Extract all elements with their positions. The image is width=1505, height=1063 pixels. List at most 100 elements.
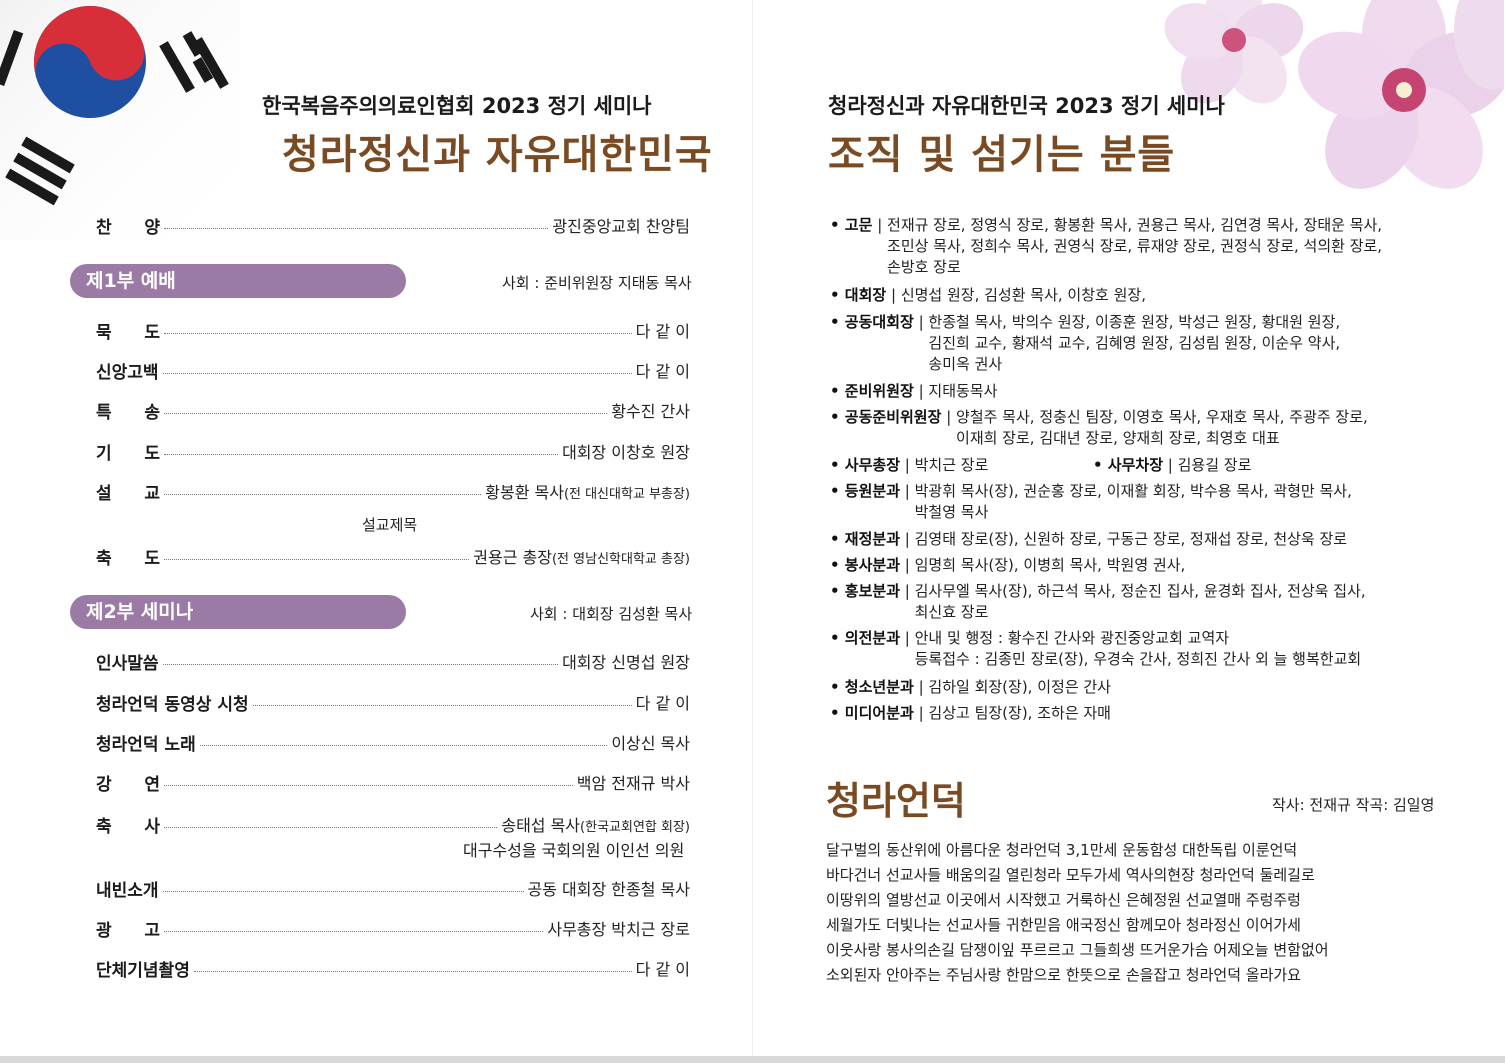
page-fold: [752, 0, 753, 1063]
part1-heading: 제1부 예배: [70, 264, 406, 298]
program-value: 권용근 총장(전 영남신학대학교 총장): [473, 544, 690, 568]
staff-names: 김사무엘 목사(장), 하근석 목사, 정순진 집사, 윤경화 집사, 전상욱 …: [914, 582, 1366, 600]
leader-dots: [164, 412, 608, 414]
program-value-text: 다 같 이: [635, 362, 690, 381]
staff-names-continued: 이재희 장로, 김대년 장로, 양재희 장로, 최영호 대표: [956, 429, 1280, 447]
program-value-text: 대회장 신명섭 원장: [562, 653, 690, 672]
leader-dots: [164, 493, 482, 495]
staff-separator: |: [886, 286, 901, 304]
program-value-text: 다 같 이: [635, 694, 690, 713]
staff-label: • 등원분과: [830, 482, 901, 500]
leader-dots: [162, 890, 524, 892]
staff-label: • 재정분과: [830, 530, 901, 548]
staff-names: 김용길 장로: [1177, 456, 1252, 474]
staff-entry: • 봉사분과 | 임명희 목사(장), 이병희 목사, 박원영 권사,: [830, 555, 1185, 576]
program-value: 다 같 이: [636, 358, 690, 382]
staff-names: 신명섭 원장, 김성환 목사, 이창호 원장,: [900, 286, 1146, 304]
song-credit: 작사: 전재규 작곡: 김일영: [1272, 796, 1435, 814]
staff-entry: • 공동대회장 | 한종철 목사, 박의수 원장, 이종훈 원장, 박성근 원장…: [830, 312, 1340, 333]
program-row: 신앙고백 다 같 이: [96, 357, 690, 383]
program-value: 백암 전재규 박사: [577, 770, 690, 794]
staff-separator: |: [913, 382, 929, 400]
staff-separator: |: [913, 313, 929, 331]
leader-dots: [164, 332, 632, 334]
staff-label: • 청소년분과: [830, 678, 914, 696]
staff-entry: • 공동준비위원장 | 양철주 목사, 정충신 팀장, 이영호 목사, 우재호 …: [830, 407, 1368, 428]
program-value-text: 송태섭 목사: [501, 816, 581, 835]
program-row: 청라언덕 노래 이상신 목사: [96, 729, 690, 755]
staff-names-continued: 송미옥 권사: [928, 355, 1003, 373]
program-value-note: (한국교회연합 회장): [580, 820, 690, 835]
lyric-line: 소외된자 안아주는 주님사랑 한맘으로 한뜻으로 손을잡고 청라언덕 올라가요: [826, 966, 1301, 984]
leader-dots: [199, 744, 608, 746]
lyric-line: 이웃사랑 봉사의손길 담쟁이잎 푸르르고 그들희생 뜨거운가슴 어제오늘 변함없…: [826, 941, 1329, 959]
staff-label: • 고문: [830, 216, 873, 234]
program-value: 송태섭 목사(한국교회연합 회장): [501, 812, 690, 836]
program-row: 기 도 대회장 이창호 원장: [96, 438, 690, 464]
staff-separator: |: [900, 530, 915, 548]
program-label: 내빈소개: [96, 880, 159, 901]
program-value: 황봉환 목사(전 대신대학교 부총장): [485, 479, 690, 503]
staff-separator: |: [900, 629, 915, 647]
staff-entry: • 사무총장 | 박치근 장로: [830, 455, 988, 476]
staff-separator: |: [900, 482, 915, 500]
program-value-text: 대회장 이창호 원장: [562, 443, 690, 462]
staff-names: 김영태 장로(장), 신원하 장로, 구동근 장로, 정재섭 장로, 천상욱 장…: [914, 530, 1348, 548]
right-subtitle: 청라정신과 자유대한민국 2023 정기 세미나: [828, 94, 1225, 118]
staff-separator: |: [872, 216, 888, 234]
lyric-line: 바다건너 선교사들 배움의길 열린청라 모두가세 역사의현장 청라언덕 둘레길로: [826, 866, 1315, 884]
program-value: 사무총장 박치근 장로: [547, 916, 690, 940]
staff-names: 박광휘 목사(장), 권순홍 장로, 이재활 회장, 박수용 목사, 곽형만 목…: [914, 482, 1352, 500]
staff-entry: • 준비위원장 | 지태동목사: [830, 381, 997, 402]
program-label: 청라언덕 노래: [96, 734, 196, 755]
staff-separator: |: [900, 582, 915, 600]
lyric-line: 이땅위의 열방선교 이곳에서 시작했고 거룩하신 은혜정원 선교열매 주렁주렁: [826, 891, 1301, 909]
program-value: 광진중앙교회 찬양팀: [552, 217, 690, 236]
lyric-line: 달구벌의 동산위에 아름다운 청라언덕 3,1만세 운동함성 대한독립 이룬언덕: [826, 841, 1298, 859]
staff-entry: • 대회장 | 신명섭 원장, 김성환 목사, 이창호 원장,: [830, 285, 1146, 306]
program-value-note: (전 영남신학대학교 총장): [551, 552, 690, 567]
staff-separator: |: [913, 678, 929, 696]
program-value-note: (전 대신대학교 부총장): [563, 487, 690, 502]
program-value-text: 다 같 이: [635, 960, 690, 979]
part2-host: 사회 : 대회장 김성환 목사: [530, 605, 693, 623]
program-row: 청라언덕 동영상 시청 다 같 이: [96, 689, 690, 715]
program-value: 공동 대회장 한종철 목사: [528, 876, 690, 900]
song-title: 청라언덕: [826, 779, 966, 823]
program-value-text: 사무총장 박치근 장로: [547, 920, 690, 939]
staff-label: • 홍보분과: [830, 582, 901, 600]
staff-separator: |: [913, 704, 929, 722]
program-row: 광 고 사무총장 박치근 장로: [96, 915, 690, 941]
staff-names-continued: 등록접수 : 김종민 장로(장), 우경숙 간사, 정희진 간사 외 늘 행복한…: [914, 650, 1362, 668]
korean-flag-icon: [0, 0, 240, 240]
leader-dots: [164, 558, 470, 560]
staff-entry: • 등원분과 | 박광휘 목사(장), 권순홍 장로, 이재활 회장, 박수용 …: [830, 481, 1352, 502]
staff-names: 한종철 목사, 박의수 원장, 이종훈 원장, 박성근 원장, 황대원 원장,: [928, 313, 1341, 331]
program-value: 대회장 신명섭 원장: [562, 649, 690, 673]
staff-names-continued: 박철영 목사: [914, 503, 989, 521]
staff-label: • 대회장: [830, 286, 887, 304]
staff-names: 안내 및 행정 : 황수진 간사와 광진중앙교회 교역자: [914, 629, 1230, 647]
staff-names-continued: 조민상 목사, 정희수 목사, 권영식 장로, 류재양 장로, 권정식 장로, …: [887, 237, 1383, 255]
staff-names: 지태동목사: [928, 382, 998, 400]
staff-names: 김상고 팀장(장), 조하은 자매: [928, 704, 1111, 722]
staff-separator: |: [941, 408, 957, 426]
staff-names-continued: 손방호 장로: [887, 258, 961, 276]
staff-separator: |: [1163, 456, 1178, 474]
staff-names-continued: 김진희 교수, 황재석 교수, 김혜영 원장, 김성림 원장, 이순우 약사,: [928, 334, 1341, 352]
program-value: 다 같 이: [636, 956, 690, 980]
program-row: 강 연 백암 전재규 박사: [96, 769, 690, 795]
staff-label: • 미디어분과: [830, 704, 914, 722]
program-label: 청라언덕 동영상 시청: [96, 694, 249, 715]
program-value-text: 이상신 목사: [611, 734, 690, 753]
program-value: 황수진 간사: [611, 398, 690, 422]
staff-label: • 준비위원장: [830, 382, 914, 400]
staff-names: 박치근 장로: [914, 456, 989, 474]
staff-entry: • 고문 | 전재규 장로, 정영식 장로, 황봉환 목사, 권용근 목사, 김…: [830, 215, 1382, 236]
part1-host: 사회 : 준비위원장 지태동 목사: [502, 274, 692, 292]
